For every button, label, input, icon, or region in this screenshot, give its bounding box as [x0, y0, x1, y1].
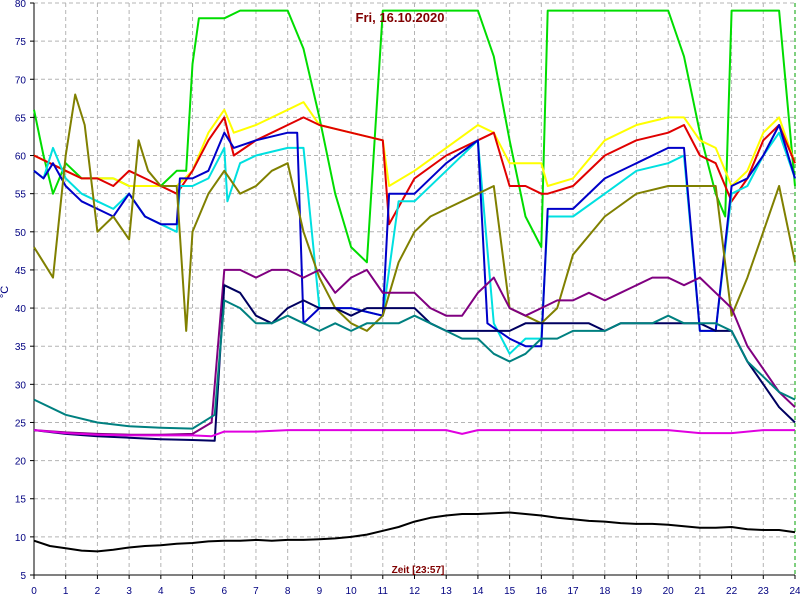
x-tick-label-5: 5 [190, 586, 196, 597]
x-tick-label-10: 10 [346, 586, 358, 597]
x-axis-label: Zeit [23:57] [392, 565, 445, 576]
y-tick-label-80: 80 [15, 0, 27, 10]
y-tick-label-10: 10 [15, 533, 27, 544]
chart-title: Fri, 16.10.2020 [356, 10, 445, 25]
series-line-9 [33, 299, 796, 430]
x-tick-label-11: 11 [378, 586, 389, 597]
series-line-5 [33, 124, 796, 348]
x-tick-label-9: 9 [317, 586, 323, 597]
series-lines [33, 9, 796, 553]
x-tick-label-23: 23 [758, 586, 770, 597]
x-tick-label-13: 13 [441, 586, 453, 597]
x-tick-label-24: 24 [789, 586, 800, 597]
series-line-6 [33, 93, 796, 332]
y-tick-label-20: 20 [15, 457, 27, 468]
y-tick-label-75: 75 [15, 37, 27, 48]
series-line-3 [33, 116, 796, 226]
y-axis-label: °C [0, 286, 11, 298]
series-line-8 [33, 284, 796, 442]
x-tick-label-22: 22 [726, 586, 738, 597]
x-tick-label-4: 4 [158, 586, 164, 597]
x-tick-label-6: 6 [221, 586, 227, 597]
y-tick-label-70: 70 [15, 75, 27, 86]
y-tick-label-45: 45 [15, 266, 27, 277]
y-tick-label-40: 40 [15, 304, 27, 315]
x-tick-label-18: 18 [599, 586, 611, 597]
x-tick-label-14: 14 [472, 586, 484, 597]
y-tick-label-30: 30 [15, 380, 27, 391]
x-tick-label-20: 20 [663, 586, 675, 597]
axes [30, 2, 796, 579]
tick-labels: 0 1 2 3 4 5 6 7 8 9 10 11 12 13 14 15 16 17 18 19 20 21 22 23 24… [15, 0, 800, 597]
y-tick-label-5: 5 [20, 571, 26, 582]
x-tick-label-2: 2 [95, 586, 101, 597]
x-tick-label-12: 12 [409, 586, 421, 597]
x-tick-label-0: 0 [31, 586, 37, 597]
y-tick-label-60: 60 [15, 152, 27, 163]
series-line-2 [33, 101, 796, 187]
y-tick-label-15: 15 [15, 495, 27, 506]
x-tick-label-7: 7 [253, 586, 259, 597]
x-tick-label-3: 3 [126, 586, 132, 597]
y-tick-label-35: 35 [15, 342, 27, 353]
x-tick-label-21: 21 [694, 586, 706, 597]
series-line-11 [33, 511, 796, 553]
y-tick-label-25: 25 [15, 418, 27, 429]
x-tick-label-19: 19 [631, 586, 643, 597]
series-line-10 [33, 429, 795, 438]
x-tick-label-16: 16 [536, 586, 548, 597]
x-tick-label-1: 1 [63, 586, 69, 597]
y-tick-label-55: 55 [15, 190, 27, 201]
y-tick-label-65: 65 [15, 113, 27, 124]
y-tick-label-50: 50 [15, 228, 27, 239]
x-tick-label-17: 17 [567, 586, 579, 597]
x-tick-label-8: 8 [285, 586, 291, 597]
series-line-7 [33, 268, 796, 436]
x-tick-label-15: 15 [504, 586, 516, 597]
